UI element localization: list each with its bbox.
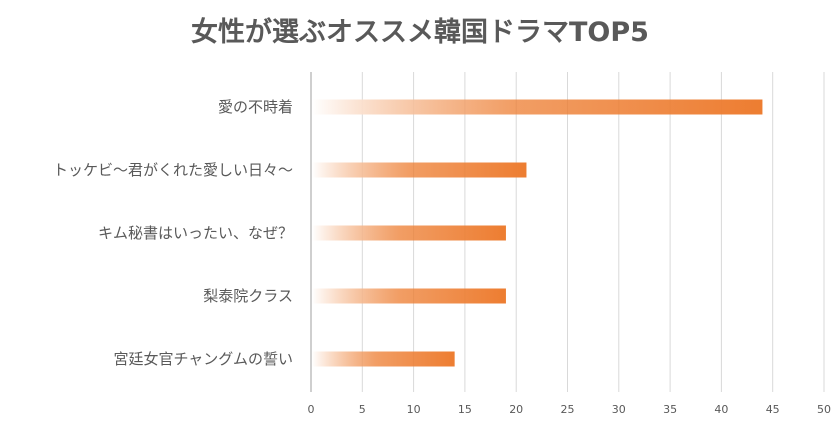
- x-tick-label: 20: [509, 403, 523, 416]
- x-tick-label: 25: [561, 403, 575, 416]
- category-label: キム秘書はいったい、なぜ？: [98, 224, 293, 242]
- bar: [312, 99, 763, 115]
- x-tick-label: 5: [359, 403, 366, 416]
- x-tick-label: 35: [663, 403, 677, 416]
- category-label: 宮廷女官チャングムの誓い: [113, 350, 293, 368]
- x-tick-label: 15: [458, 403, 472, 416]
- chart-title: 女性が選ぶオススメ韓国ドラマTOP5: [191, 17, 649, 48]
- category-label: 梨泰院クラス: [203, 287, 293, 305]
- x-tick-label: 0: [308, 403, 315, 416]
- bar: [312, 288, 506, 304]
- x-tick-label: 45: [766, 403, 780, 416]
- bar: [312, 162, 527, 178]
- category-label: 愛の不時着: [218, 98, 293, 116]
- x-tick-label: 50: [817, 403, 831, 416]
- category-label: トッケビ〜君がくれた愛しい日々〜: [53, 161, 293, 179]
- x-tick-label: 30: [612, 403, 626, 416]
- x-tick-label: 40: [714, 403, 728, 416]
- bars: [312, 99, 763, 367]
- x-tick-labels: 0 5 10 15 20 25 30 35 40 45 50: [308, 403, 832, 416]
- bar: [312, 225, 506, 241]
- bar: [312, 351, 455, 367]
- x-tick-label: 10: [407, 403, 421, 416]
